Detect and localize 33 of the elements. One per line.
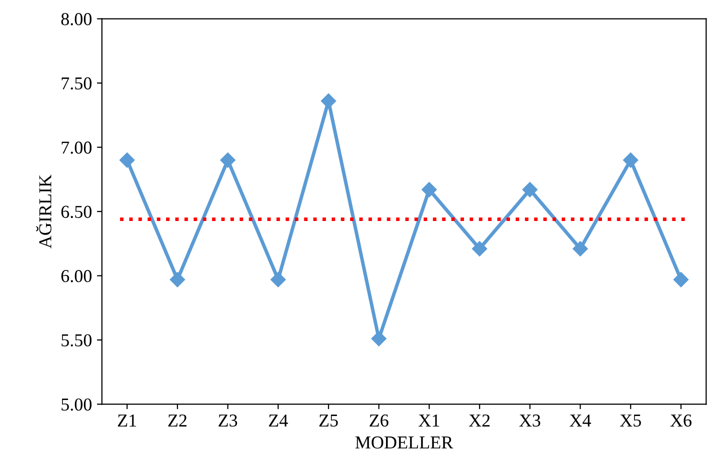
x-tick-label: Z4: [268, 414, 288, 426]
point: [623, 152, 638, 168]
point: [673, 272, 689, 288]
y-tick-label: 6.50: [61, 206, 92, 218]
x-tick-label: X6: [670, 414, 692, 427]
y-tick-label: 7.50: [62, 77, 92, 90]
x-tick-label: X2: [468, 414, 490, 426]
point: [170, 272, 186, 288]
point: [120, 152, 135, 168]
y-tick-label: 7.00: [62, 142, 92, 154]
point: [220, 152, 236, 168]
y-tick-label: 5.00: [62, 398, 92, 411]
y-axis-title: AĞIRLIK: [36, 174, 52, 248]
y-tick-label: 6.00: [61, 270, 92, 282]
x-tick-label: Z6: [370, 414, 388, 427]
y-tick-label: 8.00: [61, 13, 92, 26]
x-tick-label: Z2: [168, 414, 186, 426]
x-axis-title: MODELLER: [355, 436, 454, 449]
x-tick-label: X5: [620, 414, 641, 427]
point: [270, 272, 286, 288]
x-tick-label: Z5: [319, 414, 338, 427]
point: [522, 182, 538, 198]
x-tick-label: X4: [570, 414, 592, 426]
point: [572, 241, 588, 256]
x-tick-label: X1: [418, 414, 440, 426]
point: [472, 241, 488, 256]
y-tick-label: 5.50: [62, 334, 92, 346]
x-tick-label: X3: [519, 414, 540, 427]
point: [422, 182, 437, 198]
point: [371, 331, 386, 346]
x-tick-label: Z3: [218, 414, 238, 427]
x-tick-label: Z1: [118, 414, 136, 426]
point: [320, 93, 336, 109]
